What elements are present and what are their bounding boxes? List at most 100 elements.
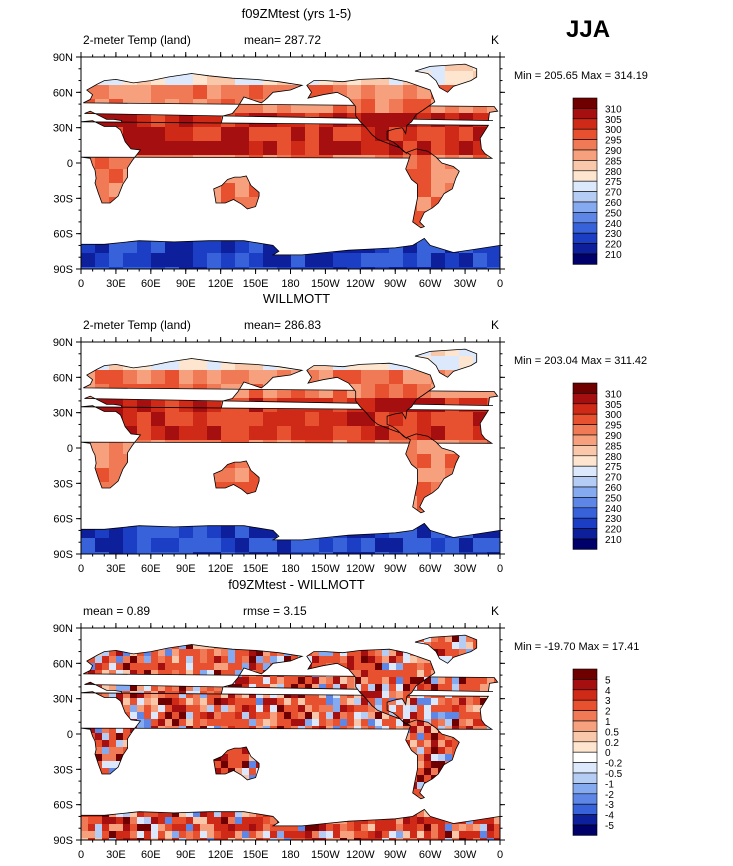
land-cell: [389, 99, 404, 114]
land-cell: [445, 141, 460, 156]
land-cell: [235, 120, 250, 128]
land-cell: [137, 127, 152, 142]
land-cell: [95, 85, 110, 100]
land-cell: [193, 141, 208, 156]
land-cell: [389, 78, 404, 86]
land-cell: [389, 85, 404, 100]
land-cell: [361, 78, 376, 86]
land-cell: [151, 85, 166, 100]
land-cell: [193, 85, 208, 100]
land-cell: [179, 141, 194, 156]
land-cell: [123, 120, 138, 128]
land-cell: [109, 169, 124, 184]
land-cell: [417, 148, 432, 156]
land-cell: [375, 78, 390, 86]
land-cell: [389, 127, 404, 142]
land-cell: [109, 120, 124, 128]
land-cell: [417, 183, 432, 198]
panel-left-label: 2-meter Temp (land): [83, 33, 191, 47]
land-cell: [165, 127, 180, 142]
land-cell: [95, 155, 110, 170]
land-cell: [151, 141, 166, 156]
land-cell: [403, 127, 418, 142]
land-cell: [306, 78, 320, 86]
land-cell: [235, 85, 250, 100]
land-cell: [165, 141, 180, 156]
land-cell: [95, 169, 110, 184]
land-cell: [431, 127, 446, 142]
land-cell: [375, 127, 390, 142]
land-cell: [305, 127, 320, 142]
panel-0: f09ZMtest (yrs 1-5)2-meter Temp (land) me…: [0, 6, 648, 290]
land-cell: [123, 127, 138, 142]
land-cell: [431, 141, 446, 156]
land-cell: [347, 127, 362, 142]
land-cell: [347, 78, 362, 86]
land-cell: [459, 141, 474, 156]
land-cell: [263, 127, 278, 142]
land-cell: [417, 127, 432, 142]
land-cell: [277, 120, 292, 128]
panel-title: f09ZMtest (yrs 1-5): [242, 6, 352, 21]
land-cell: [417, 197, 432, 212]
land-cell: [263, 141, 278, 156]
land-cell: [235, 141, 250, 156]
land-cell: [221, 127, 236, 142]
land-cell: [249, 120, 264, 128]
coastline: [0, 74, 79, 155]
land-cell: [417, 169, 432, 184]
coastline: [81, 120, 494, 204]
land-cell: [361, 113, 376, 128]
land-cell: [263, 120, 278, 128]
land-cell: [347, 141, 362, 156]
land-cell: [95, 197, 110, 203]
land-cell: [333, 127, 348, 142]
land-cell: [193, 127, 208, 142]
land-cell: [319, 141, 334, 156]
land-cell: [151, 127, 166, 142]
land-cell: [207, 127, 222, 142]
land-cell: [221, 141, 236, 156]
land-cell: [319, 127, 334, 142]
land-cell: [319, 78, 334, 86]
land-cell: [277, 141, 292, 156]
land-cell: [179, 85, 194, 100]
land-cell: [431, 183, 446, 198]
land-cell: [179, 127, 194, 142]
land-cell: [361, 141, 376, 156]
land-cell: [193, 73, 208, 86]
land-cell: [95, 120, 110, 128]
land-cell: [221, 120, 236, 128]
land-cell: [249, 141, 264, 156]
land-cell: [375, 113, 390, 128]
land-cell: [165, 85, 180, 100]
land-cell: [445, 127, 460, 142]
land-cell: [109, 155, 124, 170]
land-cell: [123, 85, 138, 100]
land-cell: [375, 141, 390, 156]
land-cell: [235, 127, 250, 142]
land-cell: [389, 113, 404, 128]
coastline: [0, 78, 16, 153]
land-cell: [417, 155, 432, 170]
land-cell: [151, 120, 166, 128]
land-cell: [291, 127, 306, 142]
coastline: [405, 148, 460, 229]
land-cell: [109, 85, 124, 100]
land-cell: [333, 141, 348, 156]
land-cell: [361, 85, 376, 100]
land-cell: [207, 120, 222, 128]
land-cell: [179, 120, 194, 128]
land-cell: [405, 169, 418, 184]
land-cell: [165, 120, 180, 128]
land-cell: [375, 99, 390, 114]
land-cell: [179, 73, 194, 86]
land-cell: [137, 141, 152, 156]
land-cell: [193, 120, 208, 128]
land-cell: [137, 85, 152, 100]
land-cell: [249, 85, 264, 100]
land-cell: [137, 120, 152, 128]
land-cell: [405, 155, 418, 170]
land-cell: [221, 85, 236, 100]
